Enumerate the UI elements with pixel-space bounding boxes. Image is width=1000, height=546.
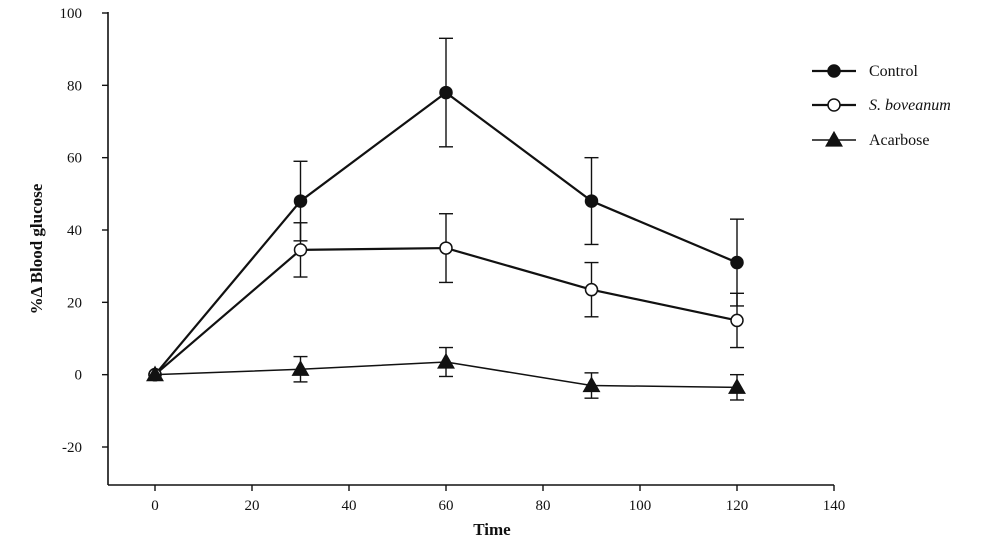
y-tick-label: 40: [67, 223, 82, 239]
legend-marker: [827, 64, 841, 78]
data-point: [437, 352, 455, 369]
data-point: [730, 313, 744, 328]
axes: [107, 12, 834, 486]
legend-label: Control: [869, 63, 918, 80]
legend-item-acarbose: Acarbose: [812, 130, 929, 149]
x-tick-label: 80: [536, 498, 551, 514]
series-acarbose: [146, 346, 746, 401]
data-point: [728, 378, 746, 394]
x-tick-label: 40: [342, 498, 357, 514]
legend-item-control: Control: [812, 63, 918, 80]
y-ticks: -20 0 20 40 60 80 100: [60, 6, 108, 456]
x-ticks: 0 20 40 60 80 100 120 140: [151, 485, 845, 514]
y-tick-label: 100: [60, 6, 83, 22]
data-point: [584, 194, 599, 208]
y-tick-label: 0: [75, 368, 83, 384]
legend: Control S. boveanum Acarbose: [812, 63, 951, 149]
legend-marker: [827, 98, 841, 112]
data-point: [584, 282, 599, 297]
y-tick-label: 20: [67, 295, 82, 311]
data-point: [293, 243, 308, 257]
legend-item-s-boveanum: S. boveanum: [812, 97, 951, 114]
y-tick-label: 60: [67, 151, 82, 167]
data-point: [582, 376, 601, 393]
x-tick-label: 0: [151, 498, 159, 514]
legend-label: S. boveanum: [869, 97, 951, 114]
x-tick-label: 100: [629, 498, 652, 514]
x-tick-label: 20: [245, 498, 260, 514]
data-point: [439, 241, 453, 255]
legend-marker: [825, 130, 843, 147]
data-point: [146, 365, 164, 382]
x-tick-label: 140: [823, 498, 846, 514]
x-tick-label: 60: [439, 498, 454, 514]
x-tick-label: 120: [726, 498, 749, 514]
data-point: [291, 360, 310, 376]
y-axis-title: %Δ Blood glucose: [27, 183, 46, 314]
x-axis-title: Time: [473, 520, 511, 539]
data-point: [730, 255, 744, 270]
legend-label: Acarbose: [869, 132, 929, 149]
y-tick-label: 80: [67, 78, 82, 94]
y-tick-label: -20: [62, 440, 82, 456]
series-layer: [146, 37, 746, 401]
data-point: [439, 85, 453, 100]
data-point: [293, 194, 308, 208]
series-control: [148, 37, 744, 382]
